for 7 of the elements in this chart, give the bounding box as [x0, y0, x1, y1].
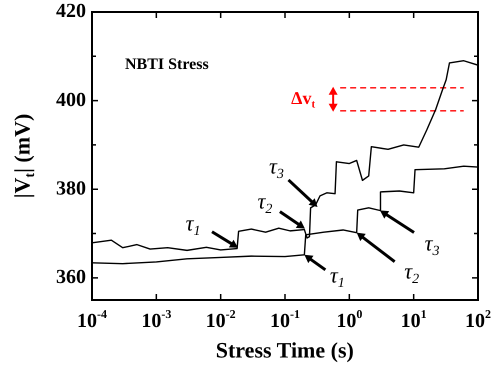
y-tick-label: 400 — [56, 88, 86, 111]
y-axis-title: |Vt| (mV) — [10, 114, 38, 198]
y-tick-label: 380 — [56, 177, 86, 200]
annotation: NBTI Stress — [125, 56, 209, 74]
y-tick-label: 360 — [56, 266, 86, 288]
x-axis-title: Stress Time (s) — [216, 338, 354, 363]
y-tick-label: 420 — [56, 0, 86, 22]
